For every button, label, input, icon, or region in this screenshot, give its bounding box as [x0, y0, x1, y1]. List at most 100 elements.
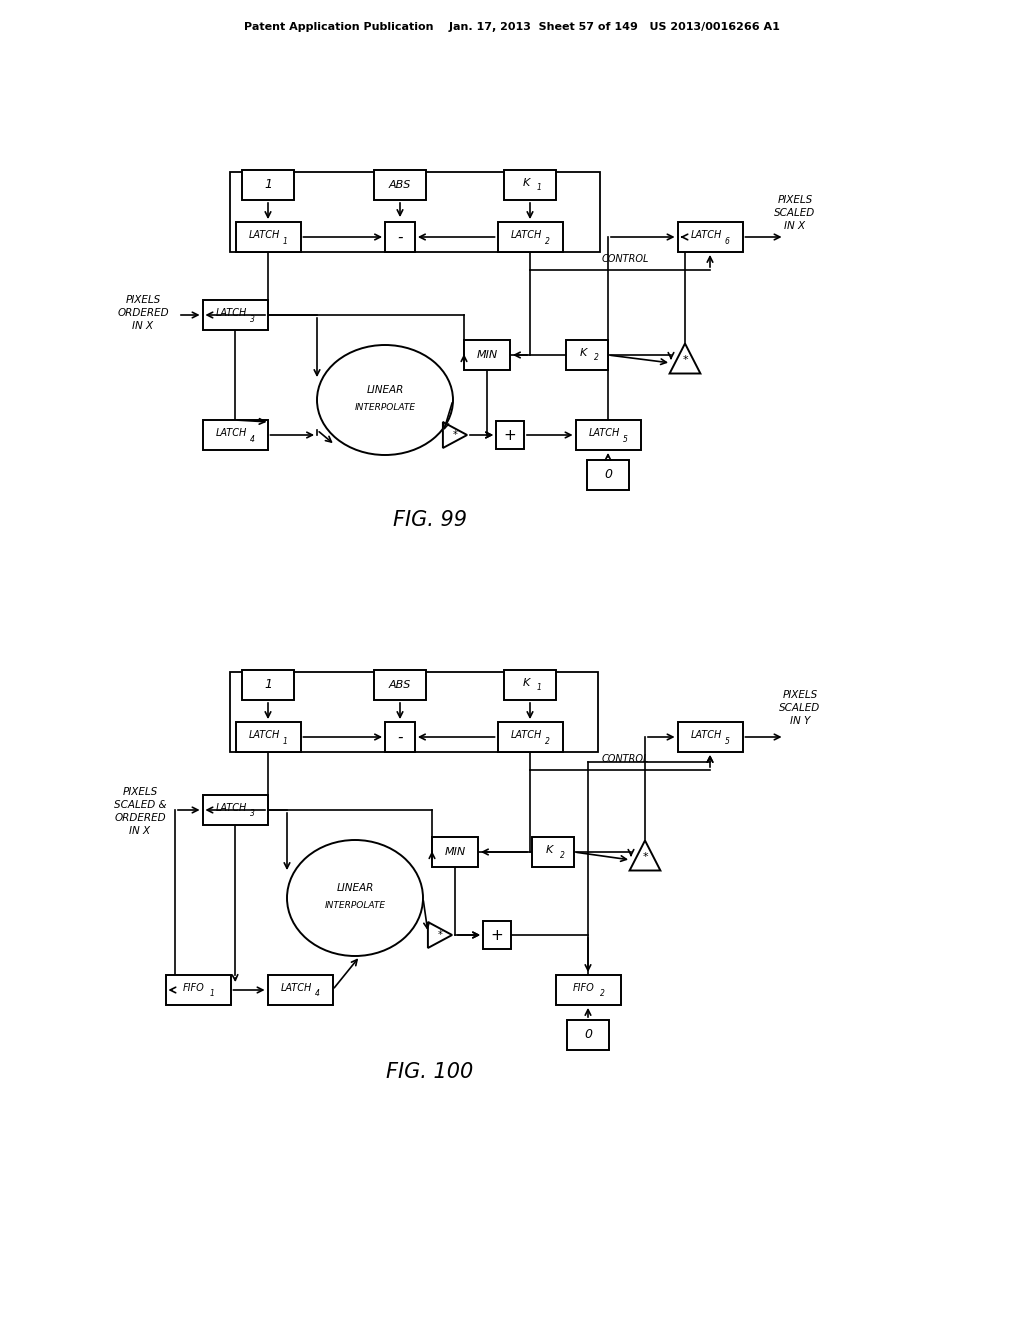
Text: PIXELS: PIXELS [777, 195, 813, 205]
Text: LATCH: LATCH [215, 803, 247, 813]
Text: FIG. 99: FIG. 99 [393, 510, 467, 531]
Text: 5: 5 [623, 434, 628, 444]
Text: 2: 2 [545, 236, 550, 246]
Text: MIN: MIN [476, 350, 498, 360]
Polygon shape [670, 343, 700, 374]
Text: LATCH: LATCH [281, 983, 311, 993]
Text: INTERPOLATE: INTERPOLATE [354, 404, 416, 412]
Text: 3: 3 [250, 314, 254, 323]
FancyBboxPatch shape [567, 1020, 609, 1049]
FancyBboxPatch shape [385, 222, 415, 252]
Text: ABS: ABS [389, 180, 412, 190]
FancyBboxPatch shape [678, 722, 742, 752]
Text: LATCH: LATCH [690, 730, 722, 741]
FancyBboxPatch shape [236, 722, 300, 752]
Text: 4: 4 [314, 990, 319, 998]
Text: 1: 1 [210, 990, 214, 998]
Text: LINEAR: LINEAR [367, 385, 403, 395]
Text: LATCH: LATCH [248, 730, 280, 741]
Text: 4: 4 [250, 434, 254, 444]
Text: 1: 1 [537, 684, 542, 693]
Text: IN X: IN X [129, 826, 151, 836]
Text: 5: 5 [725, 737, 729, 746]
Text: IN X: IN X [132, 321, 154, 331]
FancyBboxPatch shape [236, 222, 300, 252]
FancyBboxPatch shape [385, 722, 415, 752]
Text: 2: 2 [559, 850, 564, 859]
FancyBboxPatch shape [555, 975, 621, 1005]
Text: *: * [682, 355, 688, 366]
Text: 0: 0 [604, 469, 612, 482]
Text: SCALED: SCALED [774, 209, 816, 218]
Text: PIXELS: PIXELS [123, 787, 158, 797]
Text: -: - [397, 230, 402, 244]
Text: LATCH: LATCH [215, 308, 247, 318]
Text: K: K [522, 178, 529, 187]
Text: LATCH: LATCH [690, 230, 722, 240]
Text: 2: 2 [600, 990, 604, 998]
Text: IN X: IN X [784, 220, 806, 231]
FancyBboxPatch shape [242, 671, 294, 700]
Text: ORDERED: ORDERED [115, 813, 166, 822]
Text: LATCH: LATCH [215, 428, 247, 438]
FancyBboxPatch shape [464, 341, 510, 370]
FancyBboxPatch shape [374, 671, 426, 700]
Text: FIG. 100: FIG. 100 [386, 1063, 474, 1082]
Text: 1: 1 [537, 183, 542, 193]
Text: 2: 2 [594, 354, 598, 363]
Text: PIXELS: PIXELS [782, 690, 817, 700]
FancyBboxPatch shape [483, 921, 511, 949]
FancyBboxPatch shape [374, 170, 426, 201]
Polygon shape [630, 841, 660, 870]
FancyBboxPatch shape [498, 222, 562, 252]
Text: LATCH: LATCH [248, 230, 280, 240]
Ellipse shape [287, 840, 423, 956]
Polygon shape [428, 921, 453, 948]
Ellipse shape [317, 345, 453, 455]
Text: 0: 0 [584, 1028, 592, 1041]
Text: K: K [546, 845, 553, 855]
Text: *: * [642, 851, 648, 862]
Text: LINEAR: LINEAR [336, 883, 374, 894]
Text: FIFO: FIFO [183, 983, 205, 993]
FancyBboxPatch shape [432, 837, 478, 867]
FancyBboxPatch shape [504, 170, 556, 201]
Text: ORDERED: ORDERED [117, 308, 169, 318]
Text: 2: 2 [545, 737, 550, 746]
FancyBboxPatch shape [496, 421, 524, 449]
Text: +: + [490, 928, 504, 942]
Text: CONTROL: CONTROL [601, 253, 648, 264]
Text: CONTROL: CONTROL [601, 754, 648, 764]
Text: 1: 1 [283, 236, 288, 246]
Polygon shape [443, 422, 467, 447]
Text: PIXELS: PIXELS [125, 294, 161, 305]
Text: K: K [522, 678, 529, 688]
FancyBboxPatch shape [532, 837, 574, 867]
Text: Patent Application Publication    Jan. 17, 2013  Sheet 57 of 149   US 2013/00162: Patent Application Publication Jan. 17, … [244, 22, 780, 32]
Text: MIN: MIN [444, 847, 466, 857]
Text: SCALED &: SCALED & [114, 800, 166, 810]
FancyBboxPatch shape [242, 170, 294, 201]
FancyBboxPatch shape [230, 672, 598, 752]
Text: K: K [580, 348, 587, 358]
FancyBboxPatch shape [566, 341, 608, 370]
FancyBboxPatch shape [203, 420, 267, 450]
Text: 1: 1 [283, 737, 288, 746]
Text: SCALED: SCALED [779, 704, 820, 713]
FancyBboxPatch shape [230, 172, 600, 252]
Text: -: - [397, 730, 402, 744]
Text: LATCH: LATCH [510, 730, 542, 741]
Text: *: * [437, 931, 442, 940]
FancyBboxPatch shape [203, 795, 267, 825]
Text: 1: 1 [264, 178, 272, 191]
Text: FIFO: FIFO [573, 983, 595, 993]
Text: LATCH: LATCH [510, 230, 542, 240]
Text: INTERPOLATE: INTERPOLATE [325, 902, 386, 911]
FancyBboxPatch shape [267, 975, 333, 1005]
Text: *: * [453, 430, 458, 440]
Text: ABS: ABS [389, 680, 412, 690]
Text: +: + [504, 428, 516, 442]
Text: LATCH: LATCH [589, 428, 620, 438]
FancyBboxPatch shape [587, 459, 629, 490]
Text: IN Y: IN Y [790, 715, 810, 726]
